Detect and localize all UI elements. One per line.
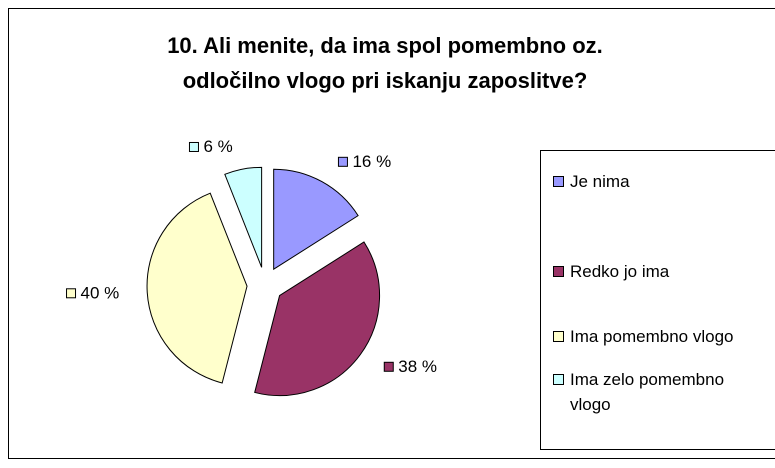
legend-swatch xyxy=(553,176,564,187)
legend: Je nima Redko jo ima Ima pomembno vlogo Ima… xyxy=(540,150,775,450)
data-label-swatch xyxy=(337,156,348,167)
data-label: 40 % xyxy=(81,283,120,302)
pie-slice xyxy=(273,168,359,271)
chart-title: 10. Ali menite, da ima spol pomembno oz.… xyxy=(167,33,603,93)
data-label: 16 % xyxy=(352,152,391,171)
legend-item: Ima pomembno vlogo xyxy=(553,324,768,349)
legend-swatch xyxy=(553,331,564,342)
legend-swatch xyxy=(553,266,564,277)
pie-slice xyxy=(146,192,248,384)
legend-label: Ima pomembno vlogo xyxy=(570,327,734,346)
legend-label: Je nima xyxy=(570,172,630,191)
pie-slice xyxy=(254,241,381,397)
data-label-swatch xyxy=(66,288,77,299)
pie-slice xyxy=(224,166,263,268)
legend-item: Redko jo ima xyxy=(553,259,768,284)
legend-item: Ima zelo pomembno vlogo xyxy=(553,367,768,417)
legend-swatch xyxy=(553,374,564,385)
legend-label: Ima zelo pomembno vlogo xyxy=(570,370,725,414)
data-label: 38 % xyxy=(398,357,437,376)
data-label-swatch xyxy=(383,361,394,372)
legend-item: Je nima xyxy=(553,169,768,194)
chart-border xyxy=(8,8,775,459)
legend-label: Redko jo ima xyxy=(570,262,670,281)
data-label-swatch xyxy=(188,141,199,152)
data-label: 6 % xyxy=(203,137,232,156)
